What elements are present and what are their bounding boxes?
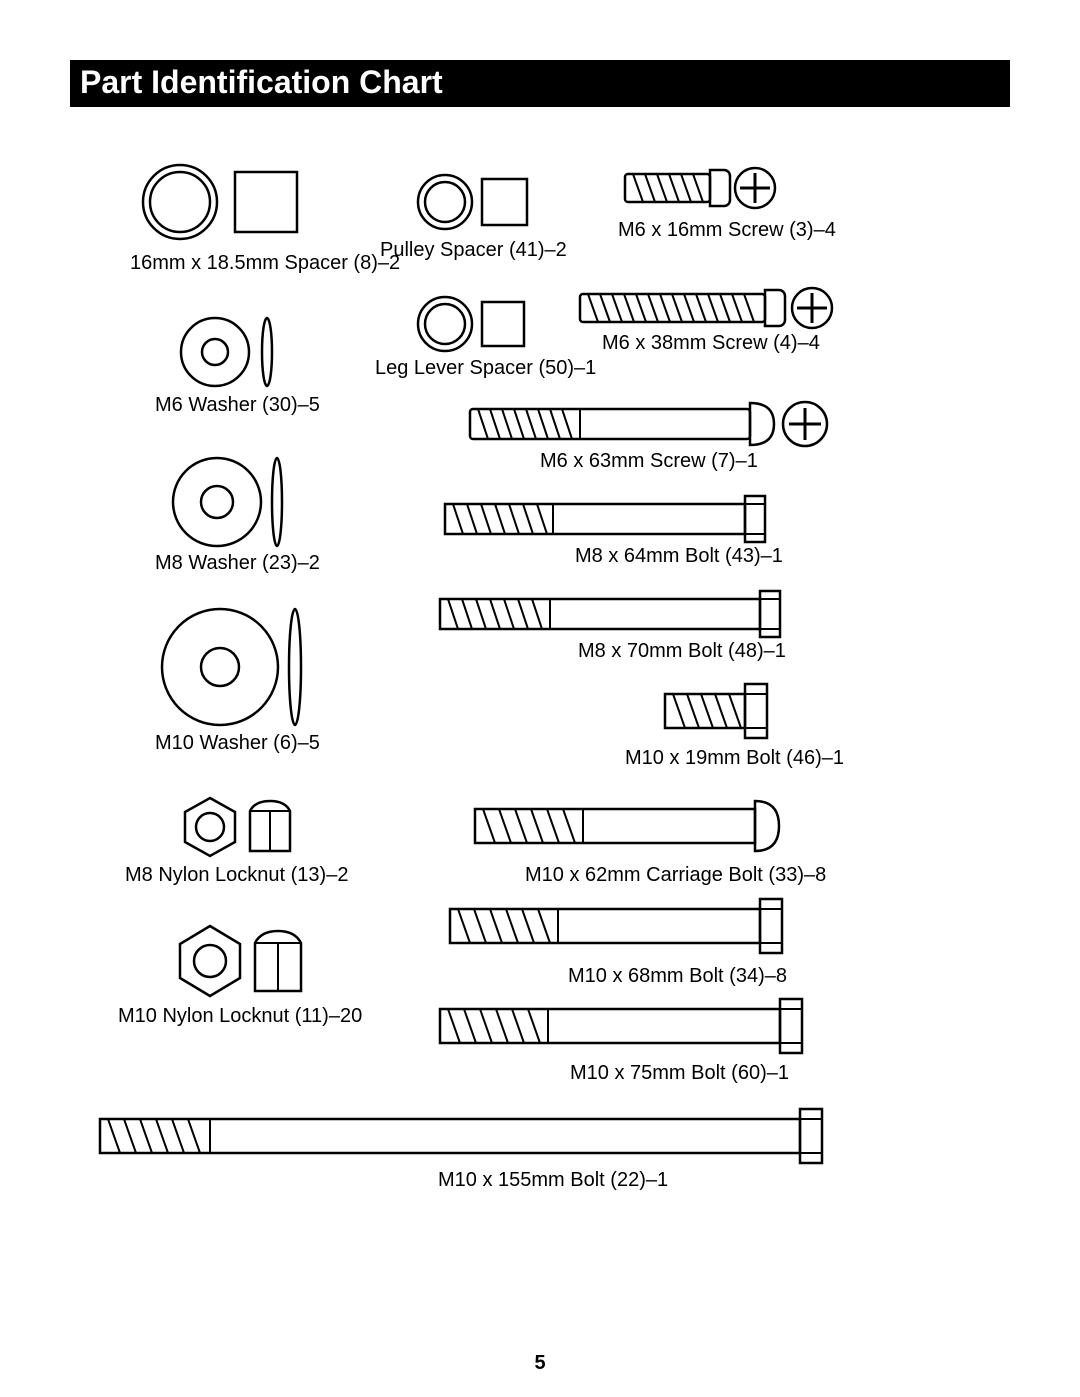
parts-canvas [70, 107, 1010, 1227]
m10-washer-icon [162, 609, 301, 725]
page-number: 5 [0, 1352, 1080, 1375]
m10-19-bolt-label: M10 x 19mm Bolt (46)–1 [625, 747, 844, 770]
spacer-16mm-icon [143, 165, 297, 239]
m6-38-screw-icon [580, 288, 832, 328]
leg-lever-spacer-icon [418, 297, 524, 351]
m10-68-bolt-label: M10 x 68mm Bolt (34)–8 [568, 965, 787, 988]
m10-locknut-icon [180, 926, 301, 996]
m10-washer-label: M10 Washer (6)–5 [155, 732, 320, 755]
pulley-spacer-icon [418, 175, 527, 229]
m10-68-bolt-icon [450, 899, 782, 953]
m8-locknut-icon [185, 798, 290, 856]
leg-lever-spacer-label: Leg Lever Spacer (50)–1 [375, 357, 596, 380]
page: Part Identification Chart [0, 0, 1080, 1397]
pulley-spacer-label: Pulley Spacer (41)–2 [380, 239, 567, 262]
m10-62-carriage-label: M10 x 62mm Carriage Bolt (33)–8 [525, 864, 826, 887]
m10-19-bolt-icon [665, 684, 767, 738]
m8-70-bolt-label: M8 x 70mm Bolt (48)–1 [578, 640, 786, 663]
m10-62-carriage-icon [475, 801, 779, 851]
m8-64-bolt-icon [445, 496, 765, 542]
m10-155-bolt-label: M10 x 155mm Bolt (22)–1 [438, 1169, 668, 1192]
spacer-16mm-label: 16mm x 18.5mm Spacer (8)–2 [130, 252, 400, 275]
m6-16-screw-label: M6 x 16mm Screw (3)–4 [618, 219, 836, 242]
m6-16-screw-icon [625, 168, 775, 208]
m8-washer-label: M8 Washer (23)–2 [155, 552, 320, 575]
m6-38-screw-label: M6 x 38mm Screw (4)–4 [602, 332, 820, 355]
m8-washer-icon [173, 458, 282, 546]
m8-70-bolt-icon [440, 591, 780, 637]
m6-washer-icon [181, 318, 272, 386]
m6-63-screw-icon [470, 402, 827, 446]
m10-75-bolt-label: M10 x 75mm Bolt (60)–1 [570, 1062, 789, 1085]
m8-locknut-label: M8 Nylon Locknut (13)–2 [125, 864, 348, 887]
m10-75-bolt-icon [440, 999, 802, 1053]
chart-area: 16mm x 18.5mm Spacer (8)–2 Pulley Spacer… [70, 107, 1010, 1307]
m6-washer-label: M6 Washer (30)–5 [155, 394, 320, 417]
m6-63-screw-label: M6 x 63mm Screw (7)–1 [540, 450, 758, 473]
m10-locknut-label: M10 Nylon Locknut (11)–20 [118, 1005, 362, 1028]
m10-155-bolt-icon [100, 1109, 822, 1163]
page-title: Part Identification Chart [70, 60, 1010, 107]
m8-64-bolt-label: M8 x 64mm Bolt (43)–1 [575, 545, 783, 568]
